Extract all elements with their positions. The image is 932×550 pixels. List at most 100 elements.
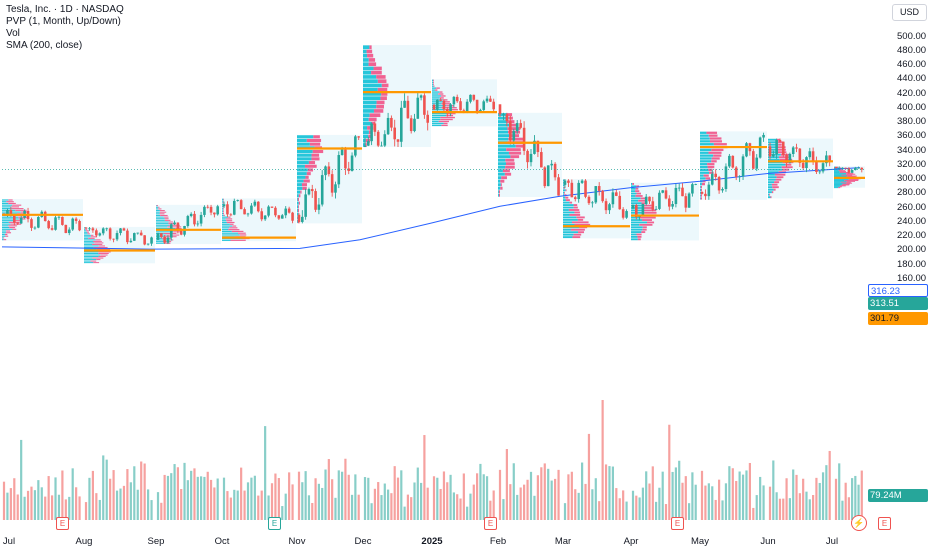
profile-row-up [2, 208, 12, 210]
profile-row-up [84, 254, 101, 256]
profile-row-down [706, 131, 718, 134]
profile-row-up [498, 165, 506, 169]
candle-body [601, 190, 604, 202]
candle-body [416, 97, 420, 119]
time-tick-label: Apr [623, 536, 639, 547]
indicator-pvp-label[interactable]: PVP (1, Month, Up/Down) [6, 16, 121, 27]
chart-title[interactable]: Tesla, Inc. · 1D · NASDAQ [6, 4, 124, 15]
earnings-marker[interactable]: E [878, 517, 891, 530]
profile-row-down [368, 58, 376, 62]
candle-body [515, 123, 519, 132]
profile-row-down [90, 236, 98, 238]
profile-row-up [84, 242, 95, 244]
volume-bar [226, 491, 229, 520]
time-tick-label: Sep [147, 536, 165, 547]
profile-row-up [631, 221, 648, 224]
profile-row-down [636, 192, 641, 195]
volume-bar [533, 495, 536, 520]
profile-row-down [709, 140, 722, 143]
profile-row-up [498, 162, 507, 166]
candle-body [129, 240, 133, 243]
lightning-icon[interactable]: ⚡ [851, 515, 867, 531]
profile-row-up [84, 253, 99, 255]
candle-body [801, 162, 805, 169]
candle-body [196, 223, 200, 225]
profile-row-up [363, 109, 374, 113]
profile-row-up [700, 171, 710, 174]
currency-button[interactable]: USD [892, 4, 927, 21]
volume-bar [812, 495, 815, 520]
candle-body [854, 167, 857, 171]
profile-row-down [839, 186, 842, 188]
profile-row-up [84, 233, 88, 235]
profile-row-up [222, 221, 227, 224]
profile-row-up [498, 186, 501, 190]
indicator-sma-label[interactable]: SMA (200, close) [6, 40, 83, 51]
earnings-marker[interactable]: E [56, 517, 69, 530]
volume-bar [648, 483, 651, 520]
candle-body [785, 155, 788, 163]
candle-body [492, 101, 495, 110]
profile-row-up [84, 228, 86, 230]
candle-body [314, 191, 317, 210]
volume-bar [479, 463, 482, 520]
volume-bar [828, 450, 831, 520]
candle-body [112, 238, 115, 240]
candle-body [762, 134, 765, 138]
candle-body [738, 176, 741, 178]
volume-bar [243, 490, 246, 520]
profile-row-up [498, 179, 501, 183]
profile-row-down [368, 62, 377, 67]
profile-row-down [231, 230, 244, 233]
profile-row-up [432, 79, 434, 81]
earnings-marker[interactable]: E [484, 517, 497, 530]
volume-bar [23, 496, 26, 520]
volume-bar [577, 492, 580, 520]
profile-row-down [641, 219, 652, 221]
volume-bar [410, 497, 413, 520]
profile-row-down [840, 181, 851, 183]
volume-bar [347, 474, 350, 520]
volume-bar [377, 482, 380, 520]
volume-bar [416, 467, 419, 520]
candle-body [828, 155, 831, 163]
profile-row-up [768, 196, 771, 199]
profile-row-up [2, 233, 5, 236]
volume-bar [540, 467, 543, 520]
earnings-marker[interactable]: E [671, 517, 684, 530]
indicator-vol-label[interactable]: Vol [6, 28, 20, 39]
profile-row-up [498, 137, 509, 141]
candle-body [88, 228, 91, 230]
volume-bar [344, 458, 347, 520]
profile-row-down [839, 169, 843, 171]
candle-body [608, 204, 611, 211]
profile-row-down [643, 204, 652, 207]
candle-body [664, 190, 668, 199]
candle-body [84, 227, 88, 229]
earnings-marker[interactable]: E [268, 517, 281, 530]
profile-row-down [711, 148, 724, 152]
profile-row-up [563, 211, 575, 214]
volume-bar [173, 464, 176, 520]
time-tick-label: May [691, 536, 709, 547]
profile-row-down [13, 220, 22, 222]
profile-row-down [578, 231, 585, 234]
candle-body [267, 206, 270, 216]
candle-body [455, 96, 459, 102]
volume-bar [331, 479, 334, 520]
volume-bar [260, 490, 263, 520]
candle-body [47, 221, 50, 229]
profile-row-down [700, 185, 702, 189]
profile-row-down [707, 163, 715, 166]
volume-bar [253, 475, 256, 520]
profile-row-down [226, 221, 235, 224]
volume-bar [222, 477, 226, 520]
profile-row-up [297, 157, 312, 161]
profile-row-up [363, 83, 382, 88]
profile-row-up [700, 165, 708, 169]
volume-bar [327, 459, 330, 520]
profile-row-down [637, 235, 642, 238]
profile-row-down [708, 134, 718, 137]
profile-row-down [222, 202, 224, 204]
